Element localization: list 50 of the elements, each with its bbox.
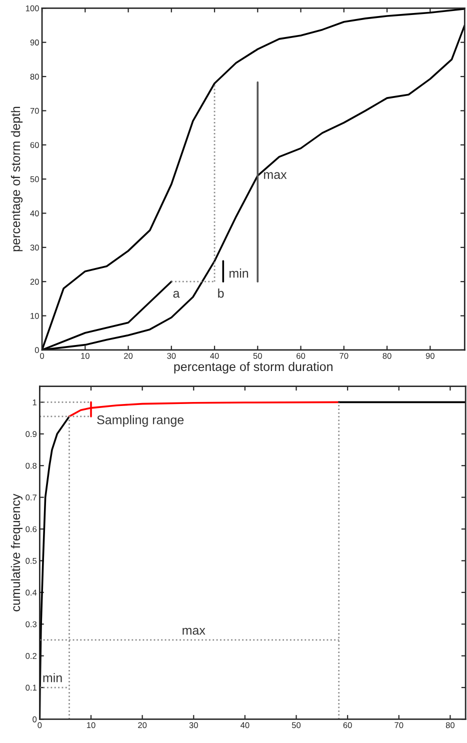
x-axis-title: percentage of storm duration (174, 362, 332, 374)
y-tick-label: 80 (30, 74, 39, 80)
annotation: max (264, 172, 287, 179)
x-tick-label: 80 (382, 352, 392, 359)
x-tick-label: 60 (296, 352, 306, 359)
y-tick-label: 70 (30, 108, 39, 114)
annotation: b (218, 288, 224, 298)
x-tick-label: 50 (253, 352, 262, 359)
x-tick-label: 40 (240, 722, 250, 728)
y-axis-title: cumulative frequency (10, 494, 23, 612)
annotation: min (230, 268, 248, 278)
y-tick-label: 1 (32, 399, 37, 406)
y-tick-label: 0.5 (26, 558, 37, 564)
y-tick-label: 90 (30, 40, 39, 46)
y-tick-label: 0.7 (26, 494, 36, 500)
y-tick-label: 20 (30, 278, 39, 285)
y-tick-label: 10 (30, 312, 39, 319)
x-tick-label: 80 (446, 722, 455, 728)
y-tick-label: 0.1 (26, 684, 37, 691)
y-axis-title: percentage of storm depth (10, 106, 23, 252)
x-tick-label: 30 (167, 352, 176, 359)
y-tick-label: 0.3 (26, 621, 37, 628)
y-tick-label: 0.8 (26, 462, 37, 469)
x-tick-label: 40 (210, 352, 219, 359)
x-tick-label: 50 (292, 722, 301, 728)
annotation: Sampling range (97, 415, 184, 427)
y-tick-label: 100 (26, 5, 39, 12)
annotation: a (173, 290, 180, 298)
y-tick-label: 0.4 (26, 590, 37, 596)
y-tick-label: 0 (34, 347, 39, 354)
y-tick-label: 0.6 (26, 526, 37, 532)
x-tick-label: 10 (81, 352, 90, 359)
y-tick-label: 30 (30, 244, 39, 251)
x-tick-label: 70 (394, 722, 404, 728)
x-tick-label: 10 (87, 722, 96, 728)
y-tick-label: 0.9 (26, 431, 37, 438)
x-tick-label: 60 (343, 722, 352, 728)
x-tick-label: 20 (138, 722, 147, 728)
annotation: max (182, 628, 206, 635)
y-tick-label: 0 (32, 716, 37, 722)
y-tick-label: 60 (30, 142, 39, 148)
x-tick-label: 20 (124, 352, 133, 359)
x-tick-label: 90 (426, 352, 434, 359)
y-tick-label: 0.2 (26, 653, 36, 659)
annotation: min (43, 673, 62, 682)
x-tick-label: 30 (189, 722, 198, 728)
y-tick-label: 40 (30, 210, 39, 216)
x-tick-label: 0 (40, 352, 44, 359)
x-tick-label: 70 (340, 352, 348, 359)
y-tick-label: 50 (30, 176, 39, 182)
